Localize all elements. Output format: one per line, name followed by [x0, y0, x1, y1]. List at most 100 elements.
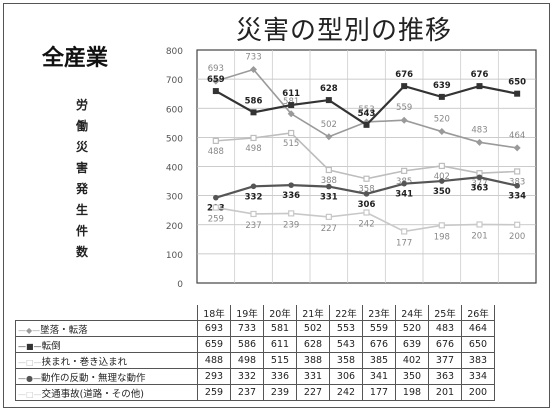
- table-cell: 242: [329, 384, 363, 401]
- data-point: [250, 109, 257, 116]
- data-label: 350: [433, 187, 451, 197]
- data-point: [288, 102, 295, 109]
- table-row: —□—挟まれ・巻き込まれ 488 498 515 388 358 385 402 377 383: [15, 352, 495, 369]
- table-cell: 239: [263, 384, 297, 401]
- y-tick-label: 800: [166, 47, 183, 57]
- data-label: 611: [282, 89, 300, 99]
- data-point: [438, 162, 445, 170]
- table-cell: 586: [230, 336, 264, 353]
- table-cell: 293: [197, 368, 231, 385]
- data-label: 377: [471, 179, 487, 189]
- table-corner: [16, 305, 198, 321]
- data-label: 363: [471, 183, 489, 193]
- data-point: [325, 97, 332, 104]
- table-cell: 350: [395, 368, 429, 385]
- data-label: 177: [396, 238, 412, 248]
- data-label: 543: [358, 109, 376, 119]
- table-cell: 331: [296, 368, 330, 385]
- data-point: [212, 204, 219, 211]
- table-cell: 693: [197, 320, 231, 337]
- table-cell: 520: [395, 320, 429, 337]
- data-point: [363, 121, 370, 128]
- y-tick-label: 600: [166, 105, 183, 115]
- data-point: [438, 93, 445, 100]
- data-label: 402: [434, 172, 450, 182]
- y-tick-label: 400: [166, 164, 183, 174]
- table-cell: 198: [395, 384, 429, 401]
- table-cell: 488: [197, 352, 231, 369]
- data-label: 334: [508, 192, 526, 202]
- data-label: 515: [283, 139, 299, 149]
- y-axis-label: 労 働 災 害 発 生 件 数: [75, 98, 88, 259]
- legend-cell: —□—挟まれ・巻き込まれ: [15, 352, 198, 369]
- y-tick-label: 500: [166, 134, 183, 144]
- data-point: [514, 221, 521, 228]
- table-cell: 237: [230, 384, 264, 401]
- data-label: 553: [358, 105, 374, 115]
- data-label: 331: [320, 193, 338, 203]
- data-label: 559: [396, 103, 412, 113]
- legend-marker: —◆—: [18, 325, 41, 335]
- series-name: 動作の反動・無理な動作: [40, 372, 146, 384]
- table-header-cell: 25年: [428, 305, 462, 321]
- table-cell: 402: [395, 352, 429, 369]
- table-cell: 559: [362, 320, 396, 337]
- data-label: 239: [283, 220, 299, 230]
- table-cell: 385: [362, 352, 396, 369]
- series-name: 挟まれ・巻き込まれ: [41, 356, 128, 368]
- series-name: 転倒: [41, 340, 61, 352]
- table-cell: 611: [263, 336, 297, 353]
- table-cell: 177: [362, 384, 396, 401]
- data-label: 639: [433, 81, 451, 91]
- legend-marker: —□—: [18, 357, 42, 367]
- data-point: [514, 90, 521, 97]
- data-point: [288, 182, 294, 188]
- table-cell: 628: [296, 336, 330, 353]
- table-cell: 201: [428, 384, 462, 401]
- table-cell: 483: [428, 320, 462, 337]
- data-point: [401, 180, 407, 187]
- data-label: 502: [321, 120, 337, 130]
- data-label: 259: [208, 215, 224, 225]
- legend-cell: —◆—墜落・転落: [15, 320, 198, 337]
- data-point: [476, 174, 483, 181]
- y-tick-label: 300: [166, 193, 183, 203]
- data-point: [476, 138, 483, 146]
- data-label: 388: [321, 176, 337, 186]
- data-point: [326, 183, 332, 190]
- legend-marker: —■—: [18, 341, 42, 351]
- table-header-cell: 21年: [296, 305, 330, 321]
- data-point: [400, 116, 408, 124]
- series-name: 墜落・転落: [40, 324, 88, 336]
- table-header-cell: 23年: [362, 305, 396, 321]
- y-tick-label: 700: [166, 76, 183, 86]
- legend-cell: —●—動作の反動・無理な動作: [15, 368, 198, 385]
- table-cell: 200: [461, 384, 495, 401]
- data-label: 586: [245, 96, 263, 106]
- data-point: [288, 129, 295, 137]
- table-cell: 332: [230, 368, 264, 385]
- data-label: 198: [434, 232, 450, 242]
- table-cell: 676: [428, 336, 462, 353]
- chart-title: 災害の型別の推移: [236, 16, 453, 46]
- data-label: 227: [321, 224, 337, 234]
- table-cell: 659: [197, 336, 231, 353]
- table-cell: 388: [296, 352, 330, 369]
- series-name: 交通事故(道路・その他): [41, 388, 144, 400]
- data-point: [363, 175, 370, 182]
- table-cell: 358: [329, 352, 363, 369]
- table-cell: 227: [296, 384, 330, 401]
- data-label: 332: [245, 192, 263, 202]
- table-cell: 259: [197, 384, 231, 401]
- data-label: 237: [245, 221, 261, 231]
- data-point: [438, 222, 445, 229]
- table-cell: 306: [329, 368, 363, 385]
- data-label: 336: [282, 191, 300, 201]
- data-label: 488: [208, 147, 224, 157]
- table-row: —□—交通事故(道路・その他) 259 237 239 227 242 177 198 201 2…: [15, 384, 495, 401]
- table-row: —■—転倒 659 586 611 628 543 676 639 676 650: [15, 336, 495, 353]
- data-label: 358: [358, 185, 374, 195]
- data-label: 383: [509, 177, 525, 187]
- data-point: [250, 183, 257, 190]
- table-cell: 377: [428, 352, 462, 369]
